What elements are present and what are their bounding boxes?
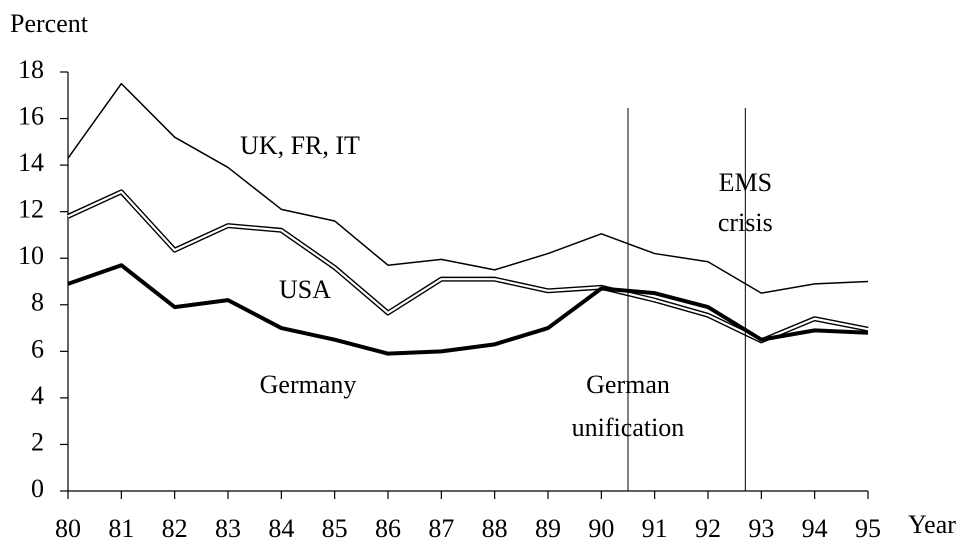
y-tick-label: 0 — [31, 474, 44, 503]
y-tick-label: 6 — [31, 334, 44, 363]
y-tick-label: 14 — [18, 148, 44, 177]
x-tick-label: 80 — [55, 514, 81, 543]
event-label: German — [586, 370, 670, 399]
x-tick-label: 85 — [322, 514, 348, 543]
x-tick-label: 86 — [375, 514, 401, 543]
y-tick-label: 16 — [18, 102, 44, 131]
x-tick-label: 95 — [855, 514, 881, 543]
x-tick-label: 92 — [695, 514, 721, 543]
x-tick-label: 81 — [108, 514, 134, 543]
x-tick-label: 89 — [535, 514, 561, 543]
y-tick-label: 12 — [18, 195, 44, 224]
series-label: Germany — [260, 370, 357, 399]
series-line — [67, 263, 869, 356]
x-tick-label: 93 — [748, 514, 774, 543]
x-tick-label: 83 — [215, 514, 241, 543]
event-label: EMS — [719, 168, 772, 197]
x-tick-label: 87 — [428, 514, 454, 543]
series-label: UK, FR, IT — [240, 131, 360, 160]
series-line-inner — [67, 190, 869, 342]
y-tick-label: 8 — [31, 288, 44, 317]
y-tick-label: 4 — [31, 381, 44, 410]
x-tick-label: 94 — [802, 514, 828, 543]
x-tick-label: 90 — [588, 514, 614, 543]
y-tick-label: 2 — [31, 427, 44, 456]
x-tick-label: 82 — [162, 514, 188, 543]
y-tick-label: 10 — [18, 241, 44, 270]
series-label: USA — [279, 275, 331, 304]
event-label: crisis — [718, 208, 773, 237]
x-tick-label: 84 — [268, 514, 294, 543]
x-tick-label: 91 — [642, 514, 668, 543]
x-axis-label: Year — [908, 510, 956, 539]
series-line — [67, 82, 869, 294]
y-tick-label: 18 — [18, 55, 44, 84]
event-label: unification — [572, 413, 685, 442]
x-tick-label: 88 — [482, 514, 508, 543]
y-axis-label: Percent — [10, 9, 89, 38]
